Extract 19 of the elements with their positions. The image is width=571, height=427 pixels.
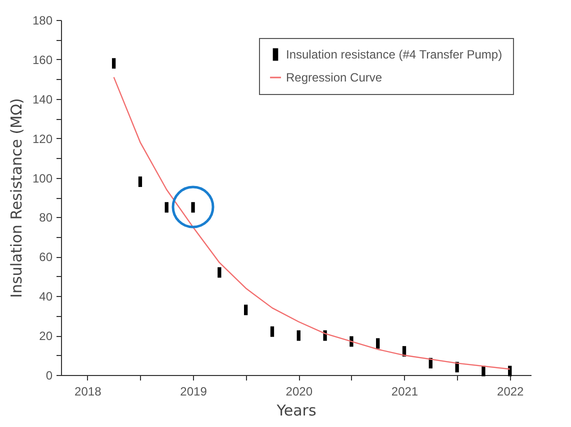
x-tick-label: 2020 — [286, 384, 313, 398]
x-tick-label: 2022 — [497, 384, 524, 398]
legend-label: Regression Curve — [286, 70, 382, 84]
x-axis-title: Years — [276, 402, 316, 420]
x-tick-label: 2019 — [180, 384, 208, 398]
y-tick-label: 80 — [39, 210, 53, 225]
x-tick-label: 2018 — [74, 384, 102, 398]
x-tick-label: 2021 — [391, 384, 418, 398]
y-tick-label: 100 — [32, 171, 53, 186]
y-tick-label: 40 — [39, 290, 53, 304]
y-tick-label: 140 — [32, 92, 53, 106]
y-tick-label: 20 — [39, 329, 53, 344]
y-tick-label: 60 — [39, 250, 53, 264]
legend-label: Insulation resistance (#4 Transfer Pump) — [286, 48, 502, 62]
y-tick-label: 160 — [32, 52, 53, 67]
y-tick-label: 120 — [32, 132, 53, 146]
y-axis-title: Insulation Resistance (MΩ) — [7, 98, 26, 298]
y-tick-label: 180 — [32, 14, 53, 28]
y-tick-label: 0 — [46, 368, 53, 382]
